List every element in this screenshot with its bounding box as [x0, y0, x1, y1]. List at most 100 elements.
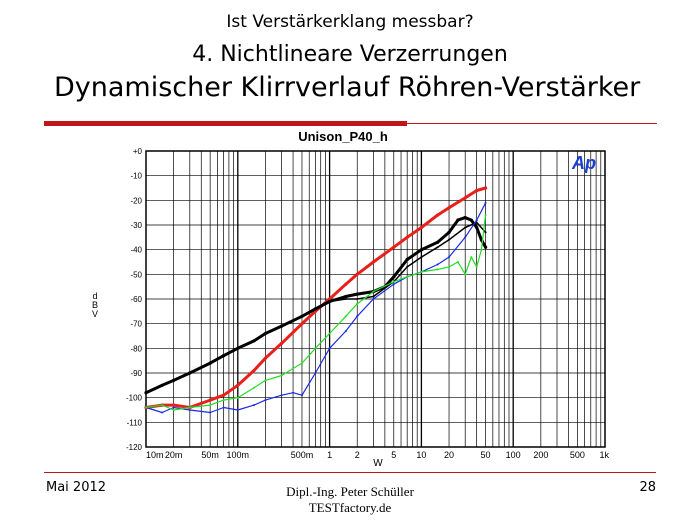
- page-number: 28: [639, 480, 656, 495]
- series-point: [172, 406, 175, 409]
- series-point: [372, 298, 375, 300]
- y-tick-label: -90: [130, 369, 142, 378]
- y-tick-label: -120: [126, 443, 143, 452]
- series-point: [344, 330, 347, 333]
- series-point: [280, 394, 283, 397]
- series-point: [209, 404, 212, 407]
- tick-labels: +0 -10 -20 -30 -40 -50 -60 -70 -80 -90 -100 -110 -12…: [126, 147, 610, 460]
- series-point: [436, 268, 439, 271]
- series-point: [464, 236, 467, 239]
- series-point: [236, 409, 239, 411]
- series-point: [469, 218, 473, 222]
- series-point: [436, 263, 439, 266]
- series-point: [475, 265, 478, 268]
- footer-author: Dipl.-Ing. Peter Schüller TESTfactory.de: [250, 484, 450, 516]
- y-axis-label-char: d: [92, 291, 97, 301]
- series-point: [263, 331, 267, 336]
- author-name: Dipl.-Ing. Peter Schüller: [286, 484, 414, 499]
- series-point: [264, 379, 267, 382]
- x-tick-label: 1: [327, 450, 332, 460]
- y-tick-label: -60: [130, 295, 142, 304]
- series-point: [448, 265, 450, 268]
- series-point: [264, 399, 267, 402]
- series-point: [484, 186, 488, 190]
- series-point: [344, 282, 348, 286]
- series-point: [208, 398, 212, 402]
- series-point: [484, 245, 488, 249]
- y-tick-label: -30: [130, 221, 142, 230]
- series-point: [420, 256, 423, 259]
- series-point: [301, 362, 303, 365]
- series-point: [484, 214, 487, 217]
- series-point: [464, 226, 467, 229]
- series-point: [172, 403, 176, 407]
- x-tick-label: 500m: [291, 450, 314, 460]
- distortion-chart: Unison_P40_h +0 -10 -20 -30 -40 -50 -60 -70 -80 -…: [92, 129, 610, 469]
- x-axis-label: W: [373, 458, 383, 469]
- series-point: [463, 216, 467, 220]
- series-point: [436, 213, 440, 217]
- series-point: [356, 315, 359, 318]
- series-point: [344, 315, 347, 318]
- series-point: [372, 295, 375, 298]
- series-point: [209, 411, 212, 414]
- series-point: [328, 332, 331, 335]
- y-tick-label: -10: [130, 172, 142, 181]
- slide-title: Dynamischer Klirrverlauf Röhren-Verstärk…: [54, 72, 641, 103]
- slide-supertitle: Ist Verstärkerklang messbar?: [226, 12, 474, 32]
- series-point: [300, 314, 304, 318]
- slide-subtitle: 4. Nichtlineare Verzerrungen: [192, 42, 508, 67]
- series-point: [392, 245, 396, 249]
- series-point: [252, 339, 256, 343]
- series-point: [280, 374, 283, 377]
- series-point: [208, 361, 212, 365]
- series-point: [372, 290, 375, 293]
- series-point: [371, 260, 375, 264]
- series-point: [188, 409, 191, 411]
- series-line: [144, 216, 488, 395]
- x-tick-label: 500: [570, 450, 585, 460]
- series-point: [356, 298, 359, 300]
- title-accent-bar: [44, 121, 407, 126]
- series-point: [252, 368, 256, 373]
- series-point: [188, 371, 192, 375]
- chart-title: Unison_P40_h: [298, 129, 388, 144]
- x-tick-label: 100: [506, 450, 521, 460]
- y-tick-label: -50: [130, 270, 142, 279]
- x-tick-label: 20m: [165, 450, 183, 460]
- series-point: [480, 248, 483, 251]
- series-point: [236, 383, 240, 387]
- series-point: [419, 248, 423, 252]
- series-point: [484, 201, 487, 204]
- series-point: [463, 196, 467, 200]
- series-point: [484, 231, 487, 234]
- series-point: [280, 324, 284, 328]
- title-accent-line: [407, 123, 657, 124]
- y-axis-label-char: V: [92, 309, 98, 319]
- series-point: [406, 275, 409, 278]
- series-point: [419, 225, 423, 230]
- y-axis-label-char: B: [92, 300, 98, 310]
- y-tick-label: +0: [133, 147, 143, 156]
- series-point: [405, 235, 409, 239]
- ap-logo: Ap: [571, 153, 596, 173]
- chart-panel: Unison_P40_h +0 -10 -20 -30 -40 -50 -60 -70 -80 -…: [88, 128, 612, 470]
- series-point: [420, 270, 423, 273]
- series-point: [145, 406, 147, 409]
- y-tick-label: -80: [130, 344, 142, 353]
- series-point: [300, 322, 304, 326]
- series-point: [447, 230, 451, 234]
- series-point: [344, 294, 348, 299]
- series-point: [448, 238, 450, 241]
- series-point: [222, 406, 225, 409]
- x-tick-label: 1k: [599, 450, 609, 460]
- series-point: [392, 280, 395, 283]
- series-point: [344, 298, 347, 300]
- series-point: [253, 404, 255, 407]
- series-point: [222, 393, 226, 397]
- series-point: [475, 221, 478, 224]
- series-point: [470, 256, 473, 259]
- series-point: [222, 354, 226, 358]
- curves: [144, 186, 488, 414]
- y-tick-label: -110: [127, 418, 143, 427]
